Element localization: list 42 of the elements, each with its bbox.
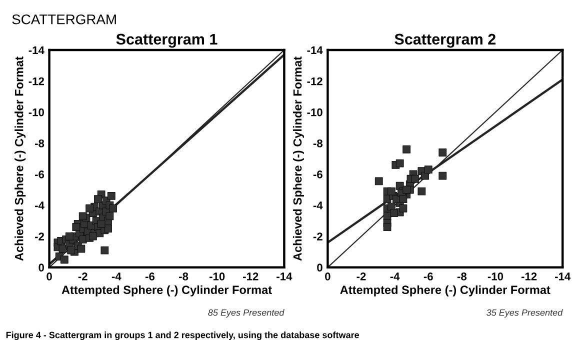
- x-axis-title: Attempted Sphere (-) Cylinder Format: [62, 285, 272, 296]
- x-tick-label: -6: [424, 272, 433, 280]
- x-tick-label: -14: [276, 272, 292, 280]
- chart-title: Scattergram 1: [116, 34, 218, 48]
- y-tick-label: -4: [34, 202, 44, 210]
- y-tick-label: -4: [313, 202, 323, 210]
- text: SCATTERGRAM: [12, 14, 116, 24]
- y-tick-label: -8: [313, 139, 322, 148]
- caption: Figure 4 - Scattergram in groups 1 and 2 respectively, using the database software: [6, 332, 360, 340]
- x-tick-label: -2: [78, 272, 88, 280]
- text: 85 Eyes Presented: [208, 309, 284, 318]
- x-tick-label: -8: [179, 272, 188, 280]
- y-tick-label: -12: [28, 77, 44, 86]
- x-tick-label: -12: [521, 272, 537, 280]
- y-tick-label: -14: [28, 46, 44, 54]
- text: 35 Eyes Presented: [486, 309, 563, 318]
- x-tick-label: -12: [243, 272, 258, 280]
- y-tick-label: -10: [28, 108, 44, 116]
- x-tick-label: -6: [145, 272, 155, 280]
- y-tick-label: -6: [313, 170, 322, 178]
- x-axis-title: Attempted Sphere (-) Cylinder Format: [340, 285, 550, 296]
- x-tick-label: -2: [356, 272, 366, 280]
- x-tick-label: -14: [555, 272, 571, 280]
- x-tick-label: -10: [488, 272, 504, 280]
- y-tick-label: -10: [307, 108, 322, 116]
- x-tick-label: 0: [46, 272, 52, 280]
- y-axis-title: Achieved Sphere (-) Cylinder Format: [14, 56, 26, 261]
- y-tick-label: -6: [34, 170, 44, 178]
- chart-title: Scattergram 2: [394, 34, 496, 48]
- y-tick-label: -2: [34, 232, 44, 240]
- x-tick-label: -4: [390, 272, 400, 280]
- y-tick-label: -12: [307, 77, 322, 86]
- x-tick-label: -10: [209, 272, 225, 280]
- x-tick-label: 0: [325, 272, 330, 280]
- y-tick-label: 0: [317, 264, 322, 272]
- y-tick-label: -2: [313, 232, 322, 240]
- y-tick-label: 0: [38, 264, 44, 272]
- x-tick-label: -4: [112, 272, 122, 280]
- y-tick-label: -14: [307, 46, 323, 54]
- x-tick-label: -8: [457, 272, 467, 280]
- y-tick-label: -8: [34, 139, 44, 148]
- y-axis-title: Achieved Sphere (-) Cylinder Format: [293, 56, 304, 261]
